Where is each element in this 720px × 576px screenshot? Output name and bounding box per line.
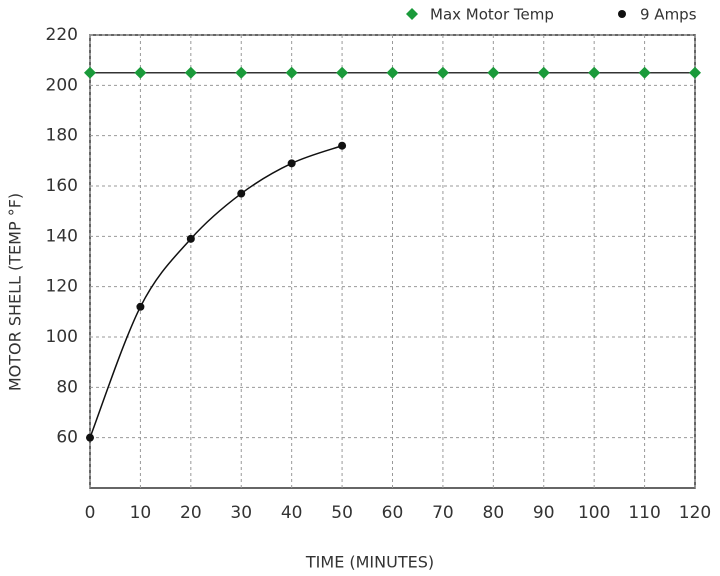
legend-marker xyxy=(618,10,626,18)
y-tick-label: 80 xyxy=(56,377,78,397)
data-point xyxy=(336,66,349,79)
data-point xyxy=(588,66,601,79)
y-tick-label: 120 xyxy=(46,277,78,297)
data-point xyxy=(638,66,651,79)
data-point xyxy=(285,66,298,79)
x-tick-label: 120 xyxy=(679,503,711,523)
data-point xyxy=(287,159,296,168)
data-point xyxy=(689,66,701,79)
x-tick-label: 80 xyxy=(483,503,505,523)
x-tick-label: 60 xyxy=(382,503,404,523)
x-tick-label: 110 xyxy=(628,503,660,523)
y-tick-label: 140 xyxy=(46,226,78,246)
data-point xyxy=(235,66,248,79)
data-point xyxy=(237,189,246,198)
x-tick-label: 30 xyxy=(230,503,252,523)
legend-label: Max Motor Temp xyxy=(430,6,554,24)
x-tick-label: 20 xyxy=(180,503,202,523)
series-line xyxy=(89,145,343,438)
x-tick-label: 100 xyxy=(578,503,610,523)
y-tick-label: 60 xyxy=(56,428,78,448)
data-point xyxy=(84,66,96,79)
data-point xyxy=(436,66,449,79)
data-point xyxy=(537,66,550,79)
x-tick-label: 50 xyxy=(331,503,353,523)
x-tick-label: 40 xyxy=(281,503,303,523)
y-tick-label: 180 xyxy=(46,126,78,146)
legend-marker xyxy=(406,8,418,20)
legend-label: 9 Amps xyxy=(640,6,697,24)
y-tick-label: 100 xyxy=(46,327,78,347)
x-tick-label: 70 xyxy=(432,503,454,523)
x-tick-label: 10 xyxy=(130,503,152,523)
y-tick-label: 160 xyxy=(46,176,78,196)
data-point xyxy=(487,66,500,79)
data-point xyxy=(184,66,197,79)
x-tick-label: 90 xyxy=(533,503,555,523)
y-axis-title: MOTOR SHELL (TEMP °F) xyxy=(6,193,25,391)
data-point xyxy=(86,433,94,442)
data-point xyxy=(136,302,145,311)
data-point xyxy=(386,66,399,79)
data-point xyxy=(134,66,147,79)
data-point xyxy=(186,234,195,243)
y-tick-label: 200 xyxy=(46,75,78,95)
x-axis-title: TIME (MINUTES) xyxy=(305,553,434,572)
data-point xyxy=(338,141,347,150)
y-tick-label: 220 xyxy=(46,25,78,45)
x-tick-label: 0 xyxy=(85,503,96,523)
